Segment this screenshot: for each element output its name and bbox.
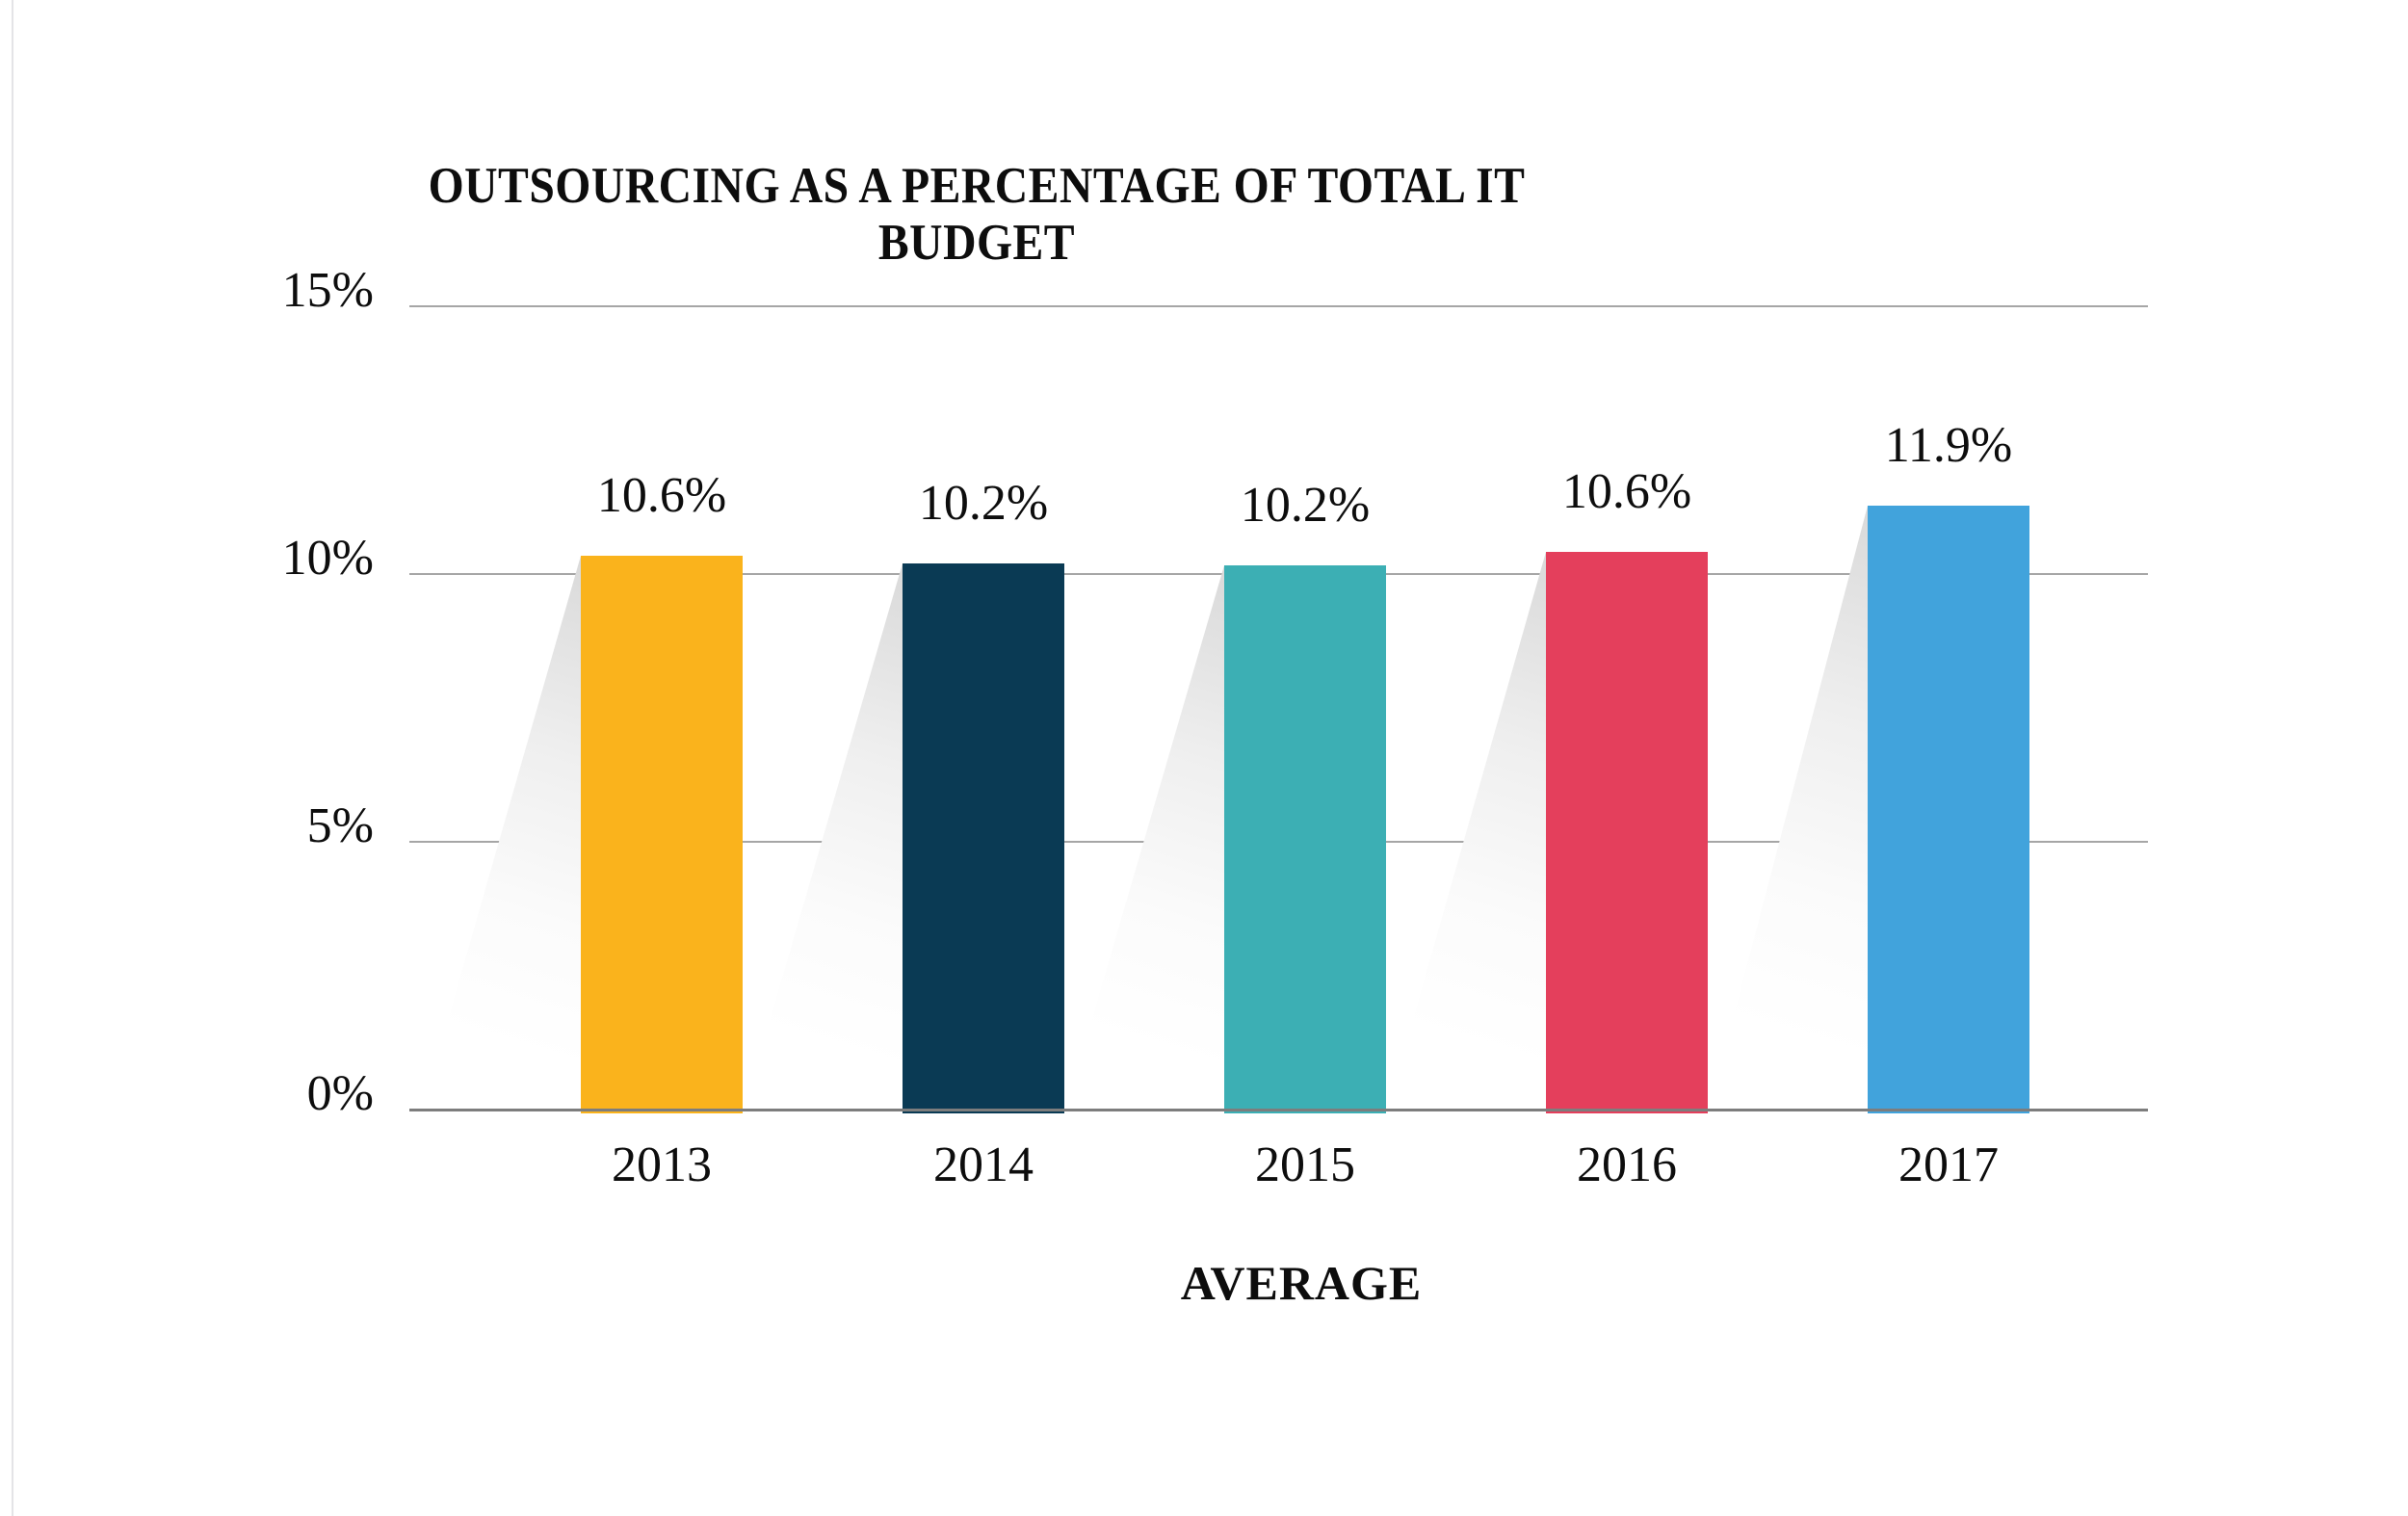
x-axis-year-label-2014: 2014 xyxy=(933,1137,1034,1192)
x-axis-year-label-2015: 2015 xyxy=(1255,1137,1355,1192)
bar-shadow-2017 xyxy=(1709,506,1868,1110)
bar-2017 xyxy=(1868,506,2029,1113)
bar-2016 xyxy=(1546,552,1708,1113)
y-axis-tick-label: 15% xyxy=(281,263,374,318)
chart-title-line-1: OUTSOURCING AS A PERCENTAGE OF TOTAL IT xyxy=(428,158,1526,214)
y-axis-tick-label: 5% xyxy=(306,798,374,853)
bar-2013 xyxy=(581,556,743,1113)
chart-title: OUTSOURCING AS A PERCENTAGE OF TOTAL IT … xyxy=(408,158,1546,272)
bar-value-label-2014: 10.2% xyxy=(918,476,1049,531)
x-axis-line xyxy=(409,1109,2148,1111)
x-axis-title: AVERAGE xyxy=(1180,1256,1423,1310)
gridline xyxy=(409,305,2148,307)
bar-value-label-2016: 10.6% xyxy=(1561,464,1692,519)
y-axis-tick-label: 10% xyxy=(281,531,374,586)
bar-shadow-2016 xyxy=(1387,552,1546,1110)
bar-shadow-2015 xyxy=(1065,565,1224,1110)
bar-value-label-2017: 11.9% xyxy=(1884,418,2013,473)
bar-2015 xyxy=(1224,565,1386,1113)
page-edge-line xyxy=(12,0,13,1516)
bar-value-label-2015: 10.2% xyxy=(1240,478,1371,533)
y-axis-tick-label: 0% xyxy=(306,1066,374,1121)
chart-title-line-2: BUDGET xyxy=(877,215,1076,271)
x-axis-year-label-2016: 2016 xyxy=(1577,1137,1677,1192)
x-axis-year-label-2017: 2017 xyxy=(1898,1137,1999,1192)
bar-value-label-2013: 10.6% xyxy=(596,468,727,523)
bar-shadow-2013 xyxy=(422,556,581,1110)
x-axis-year-label-2013: 2013 xyxy=(612,1137,712,1192)
bar-shadow-2014 xyxy=(744,563,903,1110)
bar-2014 xyxy=(903,563,1064,1113)
